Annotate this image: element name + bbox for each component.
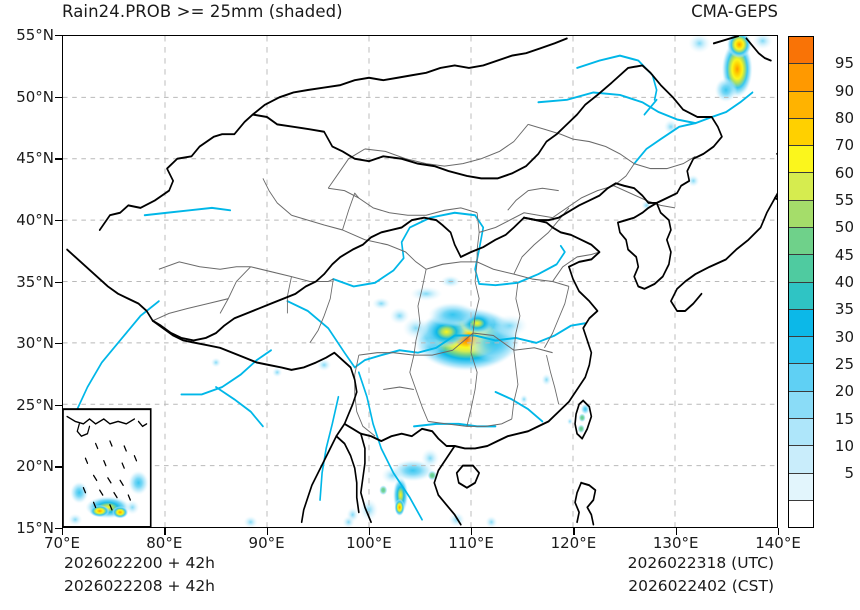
map-canvas [63,36,777,527]
colorbar-segment [789,500,813,528]
colorbar-tick-label: 90 [834,81,854,100]
colorbar-tick-label: 35 [834,300,854,319]
y-tick-label-25n: 25°N [16,395,54,414]
y-tick-mark [55,404,62,407]
colorbar-tick-label: 15 [834,409,854,428]
y-tick-mark [55,219,62,222]
x-tick-mark [62,528,64,535]
south-china-sea-inset [63,408,152,527]
footer-init-time-cst: 2026022208 + 42h [64,577,216,595]
x-tick-mark [164,528,166,535]
colorbar-segment [789,337,813,365]
colorbar-tick-label: 5 [844,464,854,483]
x-tick-mark [471,528,473,535]
y-tick-label-15n: 15°N [16,519,54,537]
y-tick-label-35n: 35°N [16,272,54,291]
colorbar-segment [789,173,813,201]
y-tick-label-45n: 45°N [16,149,54,168]
footer-init-time-utc: 2026022200 + 42h [64,554,216,572]
footer-valid-time-cst: 2026022402 (CST) [628,577,774,595]
colorbar-tick-label: 40 [834,273,854,291]
map-plot-area[interactable] [62,35,778,528]
x-tick-label-90e: 90°E [248,534,285,552]
y-tick-label-40n: 40°N [16,210,54,229]
colorbar-tick-label: 80 [834,109,854,127]
y-tick-label-20n: 20°N [16,457,54,476]
rivers-layer [76,54,754,521]
x-tick-label-110e: 110°E [448,534,494,552]
colorbar-tick-label: 25 [834,355,854,373]
y-tick-mark [55,35,62,37]
footer-valid-time-utc: 2026022318 (UTC) [627,554,774,572]
x-tick-mark [266,528,268,535]
colorbar-tick-label: 60 [834,163,854,182]
province-boundaries [152,123,696,437]
colorbar-tick-label: 70 [834,136,854,155]
colorbar[interactable] [788,36,814,528]
colorbar-segment [789,446,813,474]
y-tick-mark [55,528,62,530]
x-tick-label-80e: 80°E [146,534,183,552]
colorbar-segment [789,37,813,65]
gridlines [63,36,777,527]
colorbar-tick-label: 50 [834,218,854,237]
colorbar-segment [789,418,813,447]
model-label: CMA-GEPS [691,2,778,21]
y-tick-mark [55,96,62,98]
y-tick-label-55n: 55°N [16,26,54,44]
probability-shading-layer [77,36,773,527]
x-tick-label-70e: 70°E [43,534,81,552]
colorbar-tick-label: 20 [834,382,854,401]
y-tick-label-30n: 30°N [16,334,54,353]
colorbar-tick-label: 30 [834,327,854,346]
colorbar-segment [789,473,813,501]
colorbar-tick-label: 55 [834,191,854,209]
colorbar-segment [789,146,813,174]
y-tick-mark [55,281,62,283]
x-tick-label-140e: 140°E [755,534,801,552]
colorbar-segment [789,255,813,283]
y-tick-mark [55,158,62,160]
colorbar-tick-label: 10 [834,437,854,455]
colorbar-segment [789,118,813,147]
colorbar-tick-label: 95 [834,54,854,73]
x-tick-mark [573,528,575,535]
x-tick-label-120e: 120°E [550,534,597,552]
colorbar-segment [789,309,813,338]
y-tick-mark [55,466,62,468]
x-tick-label-130e: 130°E [652,534,699,552]
colorbar-tick-label: 45 [834,245,854,264]
colorbar-segment [789,282,813,310]
y-tick-label-50n: 50°N [16,87,54,106]
colorbar-segment [789,64,813,92]
y-tick-mark [55,343,62,345]
colorbar-segment [789,391,813,419]
x-tick-label-100e: 100°E [346,534,392,552]
colorbar-segment [789,227,813,256]
colorbar-segment [789,200,813,228]
country-borders [66,36,777,526]
x-tick-mark [675,528,678,535]
x-tick-mark [778,528,780,535]
colorbar-segment [789,91,813,119]
page-title: Rain24.PROB >= 25mm (shaded) [62,2,343,21]
x-tick-mark [368,528,371,535]
colorbar-segment [789,364,813,392]
